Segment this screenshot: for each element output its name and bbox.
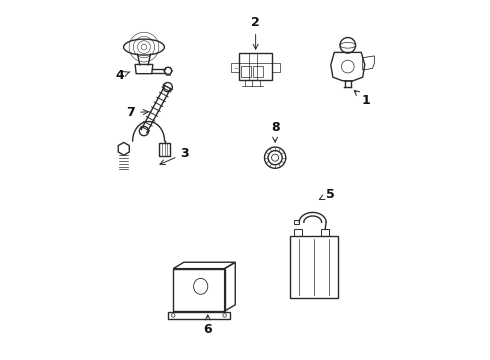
Bar	[159, 143, 170, 156]
Bar	[253, 66, 263, 77]
Text: 5: 5	[319, 188, 335, 201]
Text: 1: 1	[354, 90, 370, 107]
Bar	[321, 229, 329, 236]
Text: 6: 6	[203, 315, 212, 336]
Bar	[294, 220, 299, 225]
Text: 7: 7	[126, 106, 148, 119]
Bar	[168, 312, 230, 319]
Text: 8: 8	[271, 121, 279, 142]
Text: 2: 2	[251, 16, 260, 49]
Bar	[242, 66, 251, 77]
Text: 4: 4	[116, 69, 130, 82]
Text: 3: 3	[160, 147, 189, 165]
Bar	[290, 236, 338, 298]
Bar	[294, 229, 301, 236]
Bar	[239, 53, 272, 80]
Bar	[173, 269, 224, 311]
Bar	[272, 63, 280, 72]
Bar	[231, 63, 239, 72]
